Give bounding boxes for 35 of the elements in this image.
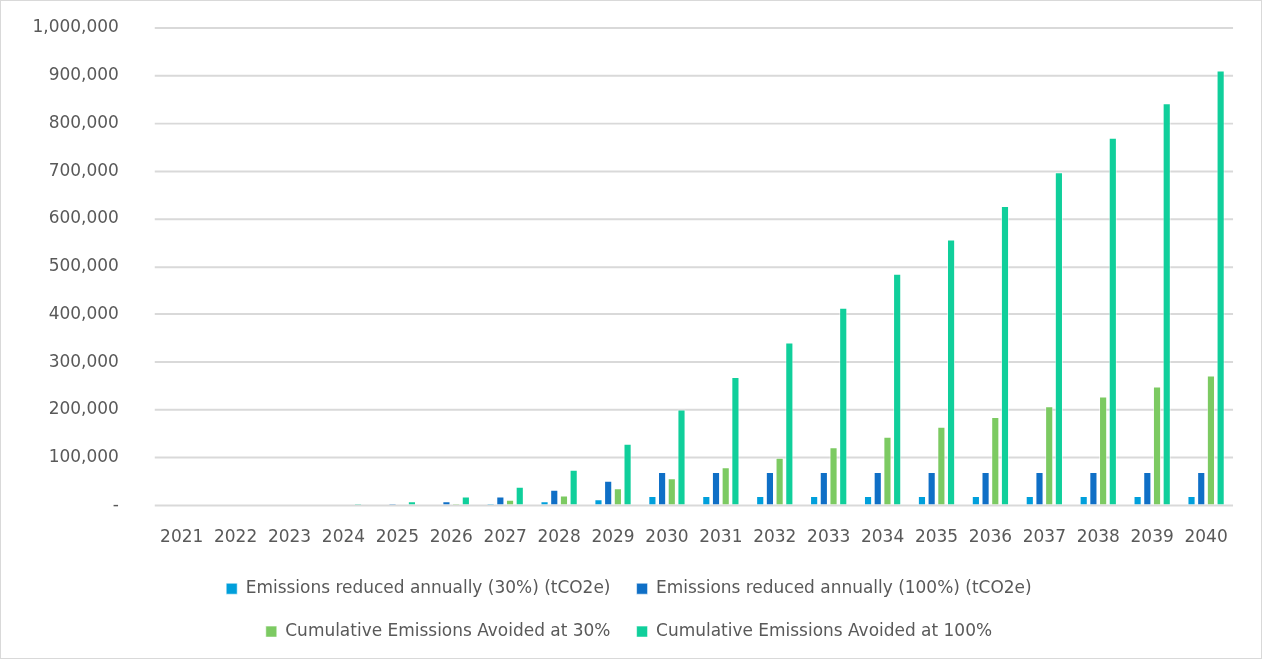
legend-label: Cumulative Emissions Avoided at 30% <box>285 620 611 640</box>
x-tick-label: 2040 <box>1184 525 1228 546</box>
x-tick-label: 2039 <box>1130 525 1174 546</box>
y-tick-label: 1,000,000 <box>32 16 119 37</box>
x-tick-label: 2038 <box>1076 525 1120 546</box>
legend-label: Cumulative Emissions Avoided at 100% <box>656 620 993 640</box>
x-tick-label: 2036 <box>968 525 1013 546</box>
x-tick-label: 2024 <box>321 525 366 546</box>
y-tick-label: 200,000 <box>48 398 119 419</box>
x-tick-label: 2030 <box>645 525 689 546</box>
x-tick-label: 2027 <box>483 525 527 546</box>
x-tick-label: 2037 <box>1022 525 1066 546</box>
legend-label: Emissions reduced annually (100%) (tCO2e) <box>656 577 1032 598</box>
x-tick-label: 2031 <box>699 525 743 546</box>
x-tick-label: 2033 <box>807 525 851 546</box>
legend-label: Emissions reduced annually (30%) (tCO2e) <box>245 577 611 598</box>
x-tick-label: 2032 <box>753 525 797 546</box>
x-tick-label: 2026 <box>429 525 473 546</box>
x-tick-label: 2034 <box>861 525 905 546</box>
y-tick-label: 700,000 <box>48 159 119 180</box>
x-tick-label: 2023 <box>267 525 312 546</box>
y-tick-label: 800,000 <box>48 111 119 132</box>
x-tick-label: 2029 <box>591 525 635 546</box>
x-tick-label: 2021 <box>160 525 204 546</box>
y-tick-label: - <box>112 493 119 514</box>
y-tick-label: 500,000 <box>48 255 119 276</box>
y-tick-label: 400,000 <box>48 302 119 323</box>
y-tick-label: 100,000 <box>48 446 119 467</box>
y-tick-label: 600,000 <box>48 207 119 228</box>
y-tick-label: 300,000 <box>48 350 119 371</box>
y-tick-label: 900,000 <box>48 64 119 85</box>
x-tick-label: 2035 <box>914 525 959 546</box>
x-tick-label: 2025 <box>375 525 419 546</box>
x-tick-label: 2022 <box>214 525 258 546</box>
x-tick-label: 2028 <box>537 525 581 546</box>
